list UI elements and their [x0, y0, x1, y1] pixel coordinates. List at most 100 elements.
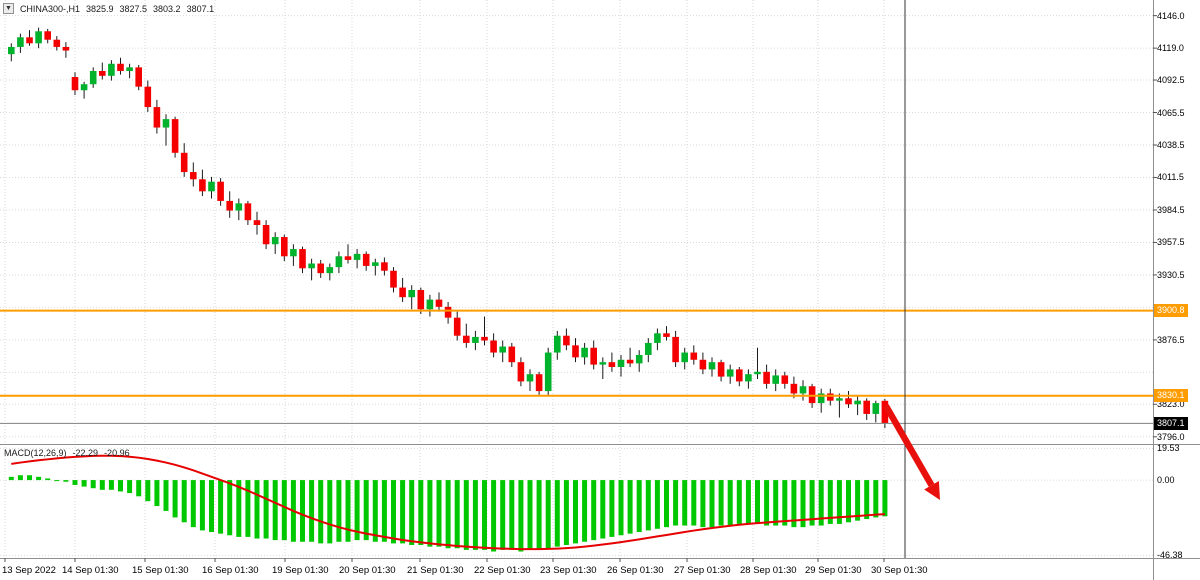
candle-body [208, 181, 215, 192]
price-axis-label: 3823.0 [1157, 399, 1185, 410]
candle-body [836, 398, 843, 401]
macd-histogram-bar [354, 480, 360, 541]
price-level-badge: 3830.1 [1154, 389, 1188, 403]
candle-body [89, 70, 97, 85]
macd-histogram-bar [127, 480, 133, 494]
macd-histogram-bar [300, 480, 305, 542]
macd-histogram-bar [136, 480, 142, 497]
macd-histogram-bar [409, 480, 415, 546]
macd-histogram-bar [327, 480, 333, 544]
candle-body [745, 374, 752, 382]
macd-main-value: -22.29 [72, 448, 99, 458]
macd-histogram-bar [691, 480, 697, 526]
macd-histogram-bar [518, 480, 524, 552]
macd-histogram-bar [263, 480, 269, 539]
macd-histogram-bar [391, 480, 396, 544]
macd-histogram-bar [454, 480, 460, 549]
quote-close: 3807.1 [186, 3, 215, 14]
candle-body [226, 200, 233, 211]
time-axis-label: 13 Sep 2022 [2, 565, 56, 576]
candle-body [617, 359, 625, 367]
candle-body [845, 398, 852, 405]
macd-signal-value: -20.96 [104, 448, 130, 458]
macd-axis-label: 0.00 [1157, 475, 1175, 486]
candle-body [872, 403, 880, 414]
candle-body [854, 400, 861, 405]
candle-body [817, 393, 825, 404]
macd-histogram-bar [600, 480, 606, 539]
candle-body [681, 352, 688, 363]
candle-body [344, 256, 352, 260]
time-axis-label: 23 Sep 01:30 [540, 565, 597, 576]
candle-body [108, 63, 115, 76]
macd-histogram-bar [400, 480, 406, 544]
macd-histogram-bar [618, 480, 624, 536]
macd-signal-line [11, 454, 885, 551]
candle-body [126, 67, 133, 71]
macd-histogram-bar [745, 480, 751, 524]
macd-histogram-bar [855, 480, 861, 521]
time-axis-label: 28 Sep 01:30 [740, 565, 797, 576]
price-axis-label: 4065.5 [1157, 107, 1185, 118]
candle-body [472, 336, 479, 343]
candle-body [180, 152, 188, 173]
candle-body [8, 46, 15, 55]
macd-histogram-bar [809, 480, 815, 526]
macd-histogram-bar [27, 475, 32, 481]
quote-high: 3827.5 [119, 3, 148, 14]
candle-body [317, 263, 324, 274]
macd-histogram-bar [791, 480, 797, 528]
price-level-badge: 3900.8 [1154, 304, 1188, 318]
macd-histogram-bar [436, 480, 442, 547]
macd-histogram-bar [654, 480, 660, 529]
macd-histogram-bar [363, 480, 369, 541]
macd-histogram-bar [172, 480, 178, 518]
macd-histogram-bar [764, 480, 770, 526]
macd-histogram-bar [682, 480, 688, 526]
macd-histogram-bar [636, 480, 642, 533]
candle-body [799, 386, 807, 394]
time-axis-label: 30 Sep 01:30 [871, 565, 928, 576]
candle-body [199, 179, 206, 192]
time-axis-label: 26 Sep 01:30 [607, 565, 664, 576]
macd-histogram-bar [8, 476, 14, 481]
macd-histogram-bar [727, 480, 733, 526]
macd-histogram-bar [700, 480, 706, 528]
candle-body [654, 333, 661, 343]
quote-low: 3803.2 [153, 3, 181, 14]
candle-body [308, 263, 315, 269]
candle-body [699, 359, 707, 370]
macd-histogram-bar [63, 480, 69, 482]
macd-histogram-bar [664, 480, 669, 528]
macd-histogram-bar [609, 480, 615, 537]
symbol-dropdown-icon[interactable]: ▼ [3, 3, 14, 14]
candle-body [781, 375, 789, 384]
candle-body [726, 369, 734, 377]
candle-body [335, 256, 343, 268]
macd-axis-label: 19.53 [1157, 443, 1180, 454]
candle-body [417, 289, 425, 310]
macd-histogram-bar [818, 480, 824, 526]
price-axis-label: 3930.5 [1157, 269, 1185, 280]
macd-histogram-bar [554, 480, 560, 547]
candle-body [290, 249, 297, 257]
candle-body [544, 352, 552, 392]
macd-histogram-bar [718, 480, 724, 526]
candle-body [763, 371, 770, 384]
macd-histogram-bar [882, 480, 888, 517]
current-price-badge: 3807.1 [1154, 416, 1188, 430]
candle-body [608, 362, 616, 367]
macd-histogram-bar [99, 480, 105, 490]
candle-body [672, 336, 679, 363]
macd-histogram-bar [472, 480, 478, 550]
macd-histogram-bar [145, 480, 151, 502]
price-axis-label: 4146.0 [1157, 10, 1185, 21]
macd-histogram-bar [536, 480, 542, 550]
candle-body [717, 362, 725, 377]
candle-body [790, 383, 798, 394]
macd-histogram-bar [372, 480, 378, 542]
candle-body [235, 203, 243, 211]
candle-body [353, 253, 361, 260]
